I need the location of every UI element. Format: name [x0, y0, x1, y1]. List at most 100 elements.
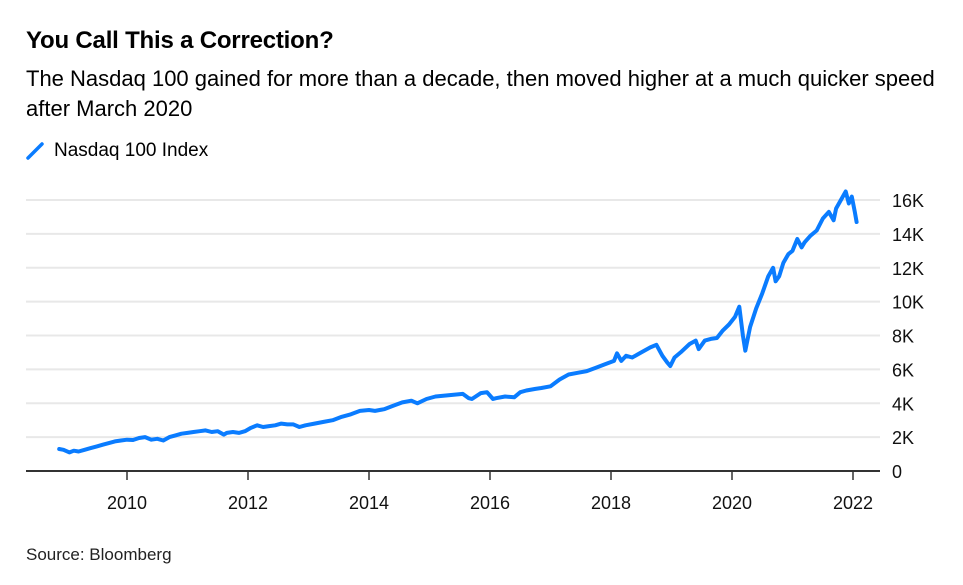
data-point [155, 437, 159, 441]
data-point [703, 339, 707, 343]
data-point [576, 371, 580, 375]
data-point [803, 240, 807, 244]
data-point [630, 356, 634, 360]
data-point [400, 400, 404, 404]
data-point [673, 356, 677, 360]
data-point [524, 389, 528, 393]
data-point [694, 339, 698, 343]
data-point [585, 369, 589, 373]
series-line-nasdaq-100 [57, 189, 859, 455]
data-point [61, 448, 65, 452]
data-point [850, 195, 854, 199]
data-point [709, 337, 713, 341]
y-tick-label: 8K [892, 327, 914, 347]
data-point [567, 372, 571, 376]
data-point [786, 252, 790, 256]
data-point [68, 450, 72, 454]
data-point [479, 391, 483, 395]
data-point [832, 218, 836, 222]
data-point [255, 423, 259, 427]
data-point [267, 424, 271, 428]
data-point [844, 190, 848, 194]
data-point [771, 266, 775, 270]
data-point [743, 349, 747, 353]
y-tick-label: 12K [892, 259, 924, 279]
data-point [340, 415, 344, 419]
data-point [186, 431, 190, 435]
data-point [533, 387, 537, 391]
data-point [660, 354, 664, 358]
data-point [834, 206, 838, 210]
data-point [167, 435, 171, 439]
data-point [382, 407, 386, 411]
data-point [715, 336, 719, 340]
data-point [800, 245, 804, 249]
x-tick-label: 2018 [591, 493, 631, 513]
data-point [688, 342, 692, 346]
legend: Nasdaq 100 Index [26, 140, 208, 162]
data-point [322, 420, 326, 424]
data-point [760, 291, 764, 295]
data-point [654, 343, 658, 347]
data-point [741, 334, 745, 338]
data-point [173, 433, 177, 437]
data-point [415, 401, 419, 405]
legend-label: Nasdaq 100 Index [54, 140, 209, 161]
chart-subtitle: The Nasdaq 100 gained for more than a de… [26, 66, 935, 121]
data-point [795, 237, 799, 241]
x-tick-label: 2016 [470, 493, 510, 513]
data-points [57, 190, 858, 455]
data-point [273, 423, 277, 427]
data-point [161, 439, 165, 443]
data-point [303, 423, 307, 427]
data-point [512, 395, 516, 399]
data-point [668, 364, 672, 368]
y-tick-label: 0 [892, 462, 902, 482]
data-point [558, 378, 562, 382]
data-point [494, 396, 498, 400]
gridlines [26, 199, 880, 439]
data-point [518, 390, 522, 394]
data-point [461, 392, 465, 396]
data-point [409, 399, 413, 403]
data-point [261, 425, 265, 429]
y-tick-label: 16K [892, 191, 924, 211]
data-point [231, 430, 235, 434]
y-tick-label: 6K [892, 360, 914, 380]
data-point [665, 361, 669, 365]
data-point [748, 325, 752, 329]
y-tick-label: 14K [892, 225, 924, 245]
data-point [839, 198, 843, 202]
data-point [225, 431, 229, 435]
data-point [781, 261, 785, 265]
data-point [279, 422, 283, 426]
data-point [101, 443, 105, 447]
data-point [539, 386, 543, 390]
data-point [198, 429, 202, 433]
x-tick-label: 2014 [349, 493, 389, 513]
data-point [237, 431, 241, 435]
data-point [733, 315, 737, 319]
data-point [297, 425, 301, 429]
x-axis: 2010 2012 2014 2016 2018 2020 2022 [26, 470, 880, 513]
data-point [358, 409, 362, 413]
chart-title: You Call This a Correction? [26, 27, 334, 54]
data-point [452, 393, 456, 397]
data-point [131, 438, 135, 442]
data-point [648, 345, 652, 349]
data-point [737, 305, 741, 309]
data-point [809, 234, 813, 238]
data-point [313, 422, 317, 426]
y-tick-label: 10K [892, 293, 924, 313]
data-point [77, 450, 81, 454]
data-point [137, 436, 141, 440]
data-point [216, 429, 220, 433]
data-point [855, 220, 859, 224]
x-tick-label: 2022 [833, 493, 873, 513]
data-point [349, 412, 353, 416]
data-point [774, 279, 778, 283]
y-tick-label: 4K [892, 394, 914, 414]
data-point [143, 435, 147, 439]
y-tick-label: 2K [892, 428, 914, 448]
